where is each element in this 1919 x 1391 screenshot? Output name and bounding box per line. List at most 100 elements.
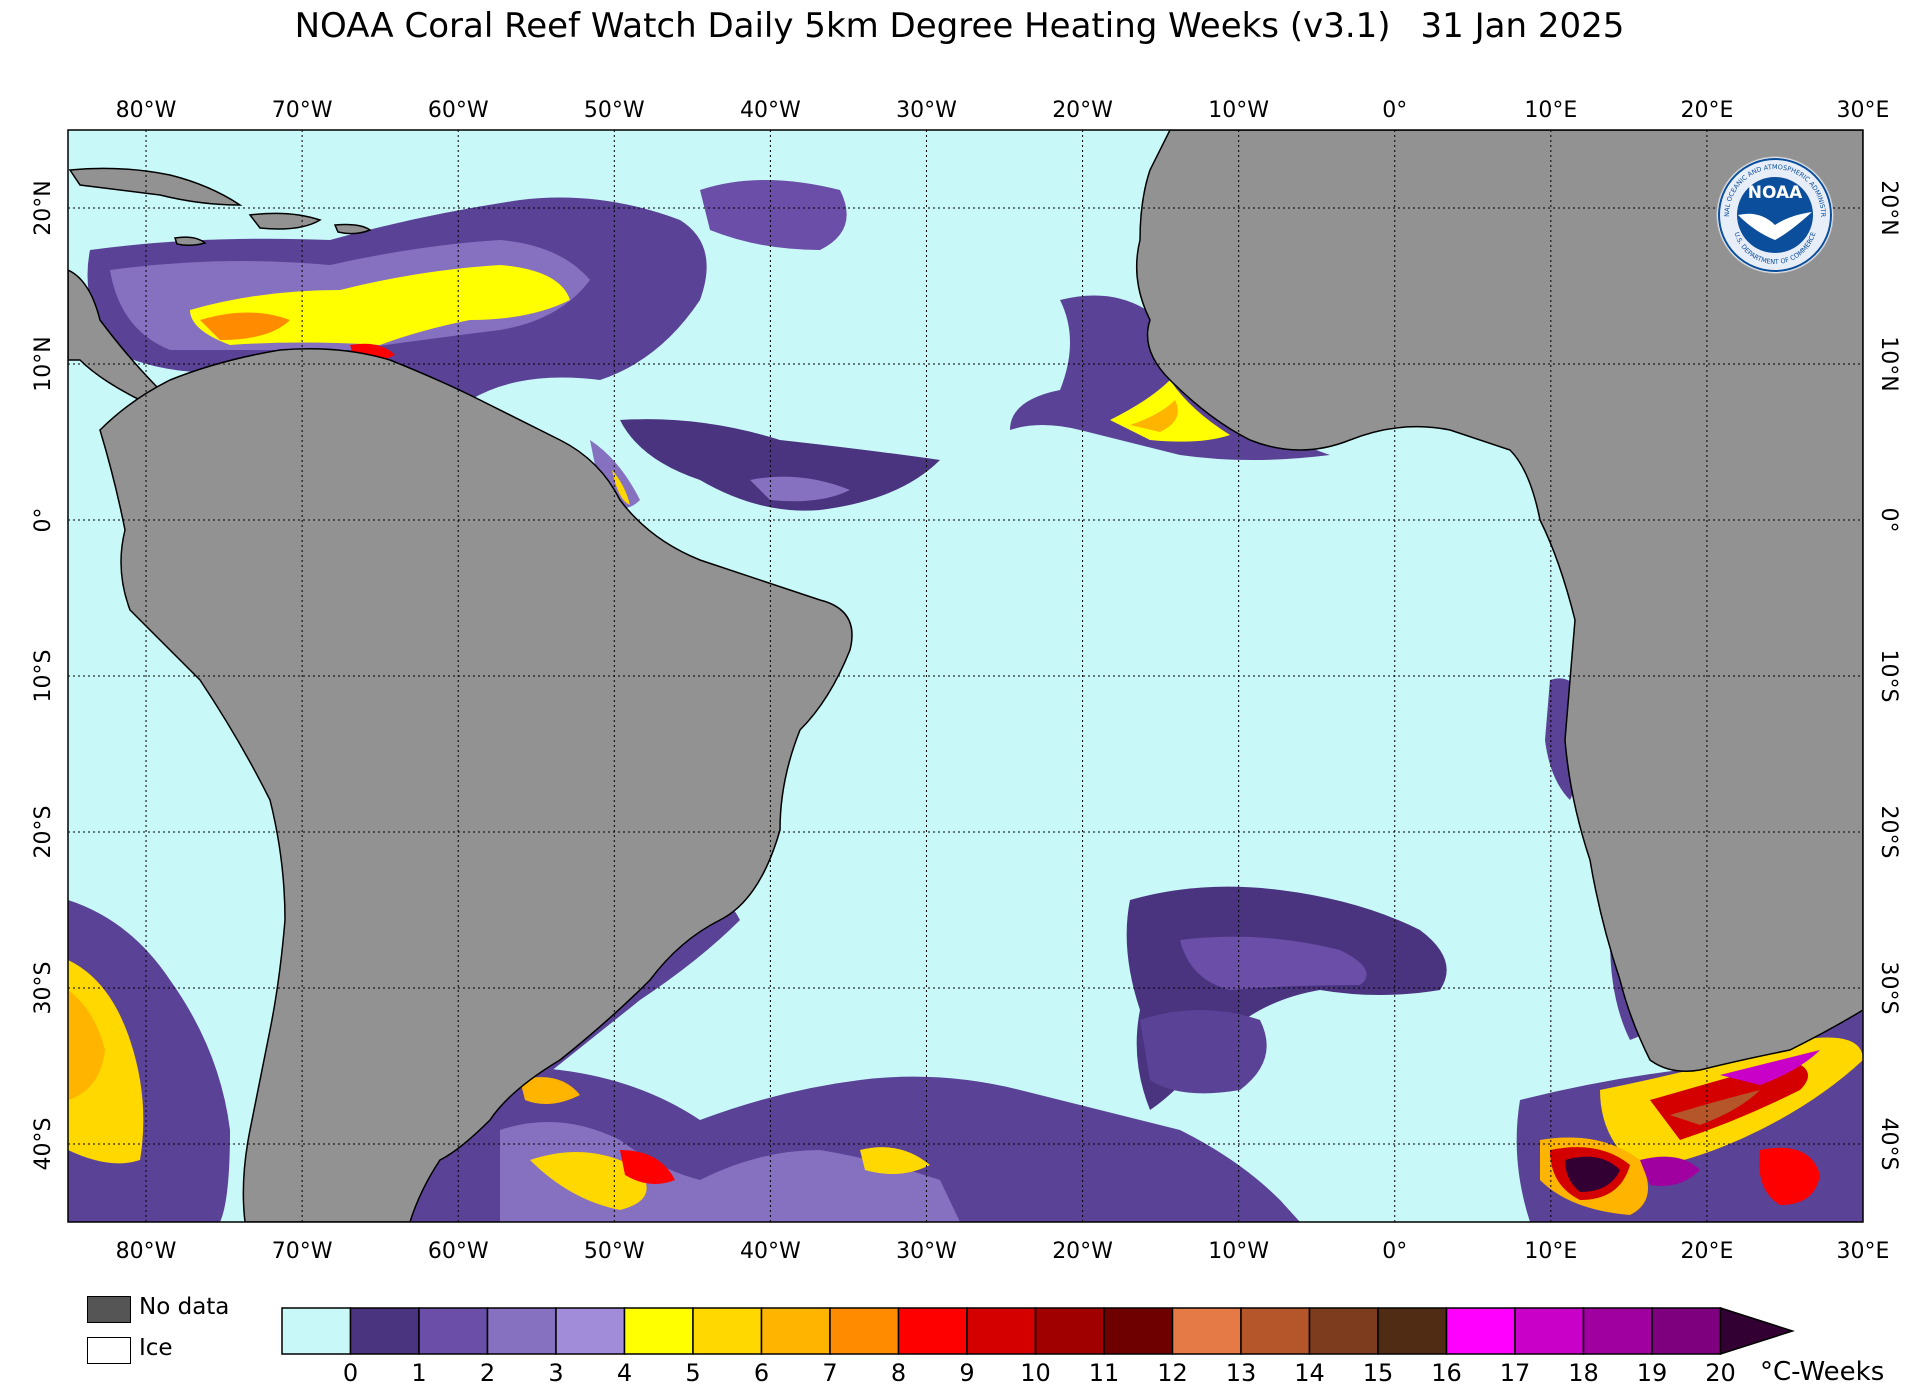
lon-tick-label-bottom: 60°W: [428, 1239, 489, 1264]
colorbar-tick-label: 19: [1637, 1359, 1668, 1387]
lat-tick-label-right: 20°S: [1876, 806, 1901, 859]
lon-tick-label-bottom: 20°W: [1052, 1239, 1113, 1264]
ice-swatch: [87, 1337, 131, 1364]
lon-tick-label-top: 10°E: [1524, 98, 1577, 123]
lat-tick-label-left: 30°S: [31, 962, 56, 1015]
lon-tick-label-top: 80°W: [116, 98, 177, 123]
lat-tick-label-left: 10°N: [31, 336, 56, 391]
lat-tick-label-left: 20°S: [31, 806, 56, 859]
lon-tick-label-top: 40°W: [740, 98, 801, 123]
colorbar-tick-label: 15: [1363, 1359, 1394, 1387]
no-data-swatch: [87, 1296, 131, 1323]
lon-tick-label-bottom: 70°W: [272, 1239, 333, 1264]
colorbar-tick-label: 0: [343, 1359, 358, 1387]
lon-tick-label-top: 50°W: [584, 98, 645, 123]
lat-tick-label-right: 30°S: [1876, 962, 1901, 1015]
noaa-logo-text: NOAA: [1748, 183, 1803, 203]
land-layer: [68, 130, 1863, 1222]
lat-tick-label-right: 10°N: [1876, 336, 1901, 391]
lat-tick-label-right: 20°N: [1876, 180, 1901, 235]
south-america: [99, 348, 853, 1222]
colorbar-tick-label: 8: [891, 1359, 906, 1387]
lat-tick-label-left: 0°: [31, 508, 56, 533]
lon-tick-label-bottom: 0°: [1382, 1239, 1407, 1264]
colorbar-swatch: [760, 1307, 831, 1355]
colorbar-tick-label: 17: [1500, 1359, 1531, 1387]
colorbar-swatch: [1034, 1307, 1105, 1355]
se-pacific-stress-orange: [68, 990, 105, 1100]
colorbar-swatch: [966, 1307, 1037, 1355]
colorbar-swatch: [1308, 1307, 1379, 1355]
tropical-stress-3: [750, 476, 850, 502]
agulhas-stress-red3: [1759, 1147, 1820, 1205]
colorbar-tick-label: 7: [822, 1359, 837, 1387]
heat-stress-layer: [68, 180, 1863, 1222]
colorbar-tick-label: 16: [1431, 1359, 1462, 1387]
colorbar-swatch: [1514, 1307, 1585, 1355]
mid-south-stress-mid: [1180, 936, 1367, 990]
colorbar-swatch: [349, 1307, 420, 1355]
axis-ticks: 80°W 80°W 70°W 70°W 60°W 60°W 50°W 50°W 40°W 40°W…: [31, 98, 1901, 1264]
colorbar-swatch: [486, 1307, 557, 1355]
colorbar-swatch: [692, 1307, 763, 1355]
lat-tick-label-left: 10°S: [31, 650, 56, 703]
puerto-rico: [333, 223, 372, 235]
lat-tick-label-right: 0°: [1876, 508, 1901, 533]
colorbar-tick-label: 14: [1294, 1359, 1325, 1387]
lon-tick-label-top: 30°W: [896, 98, 957, 123]
colorbar-unit: °C-Weeks: [1760, 1357, 1884, 1387]
agulhas-stress-magenta: [1720, 1050, 1820, 1085]
colorbar-swatch: [897, 1307, 968, 1355]
colorbar-tick-label: 6: [754, 1359, 769, 1387]
africa: [1135, 130, 1863, 1072]
lon-tick-label-bottom: 40°W: [740, 1239, 801, 1264]
title-date: 31 Jan 2025: [1420, 6, 1625, 46]
lat-tick-label-left: 40°S: [31, 1118, 56, 1171]
colorbar-tick-label: 10: [1020, 1359, 1051, 1387]
map-title: NOAA Coral Reef Watch Daily 5km Degree H…: [0, 4, 1919, 48]
colorbar-tick-label: 11: [1089, 1359, 1120, 1387]
colorbar-tick-label: 12: [1157, 1359, 1188, 1387]
lon-tick-label-top: 20°W: [1052, 98, 1113, 123]
colorbar-tick-label: 4: [617, 1359, 632, 1387]
lon-tick-label-bottom: 10°E: [1524, 1239, 1577, 1264]
lon-tick-label-bottom: 20°E: [1680, 1239, 1733, 1264]
colorbar-swatch: [1582, 1307, 1653, 1355]
colorbar-tick-label: 2: [480, 1359, 495, 1387]
colorbar: 0 1 2 3 4 5 6 7 8 9 10 11 12 13 14 15 16 17 18 19 20: [281, 1306, 1795, 1387]
lon-tick-label-bottom: 50°W: [584, 1239, 645, 1264]
agulhas-stress-max: [1565, 1156, 1620, 1192]
caribbean-stress-high: [190, 265, 570, 345]
lon-tick-label-bottom: 30°W: [896, 1239, 957, 1264]
jamaica: [174, 236, 207, 247]
lon-tick-label-top: 30°E: [1837, 98, 1890, 123]
colorbar-overflow-arrow: [1719, 1306, 1795, 1356]
colorbar-swatch: [829, 1307, 900, 1355]
colorbar-swatch: [1103, 1307, 1174, 1355]
colorbar-swatch: [555, 1307, 626, 1355]
colorbar-tick-label: 3: [548, 1359, 563, 1387]
colorbar-swatch: [281, 1307, 352, 1355]
lon-tick-label-bottom: 10°W: [1208, 1239, 1269, 1264]
tropical-stress-2: [700, 180, 847, 250]
lon-tick-label-top: 10°W: [1208, 98, 1269, 123]
agulhas-stress-brown: [1670, 1090, 1760, 1125]
south-atlantic-stress-yellow1: [530, 1152, 647, 1210]
ice-label: Ice: [139, 1335, 173, 1361]
colorbar-tick-label: 18: [1568, 1359, 1599, 1387]
lon-tick-label-top: 0°: [1382, 98, 1407, 123]
cuba: [68, 167, 243, 206]
amazon-stress-high: [612, 470, 630, 505]
lon-tick-label-top: 70°W: [272, 98, 333, 123]
south-atlantic-stress-yellow3: [520, 1077, 580, 1104]
colorbar-tick-label: 20: [1705, 1359, 1736, 1387]
caribbean-stress-peak: [200, 312, 290, 340]
colorbar-swatch: [1377, 1307, 1448, 1355]
noaa-logo-bird: [1738, 212, 1812, 240]
no-data-label: No data: [139, 1294, 230, 1320]
lat-tick-label-right: 10°S: [1876, 650, 1901, 703]
colorbar-swatch: [1651, 1307, 1722, 1355]
title-main: NOAA Coral Reef Watch Daily 5km Degree H…: [294, 6, 1391, 46]
lon-tick-label-bottom: 30°E: [1837, 1239, 1890, 1264]
